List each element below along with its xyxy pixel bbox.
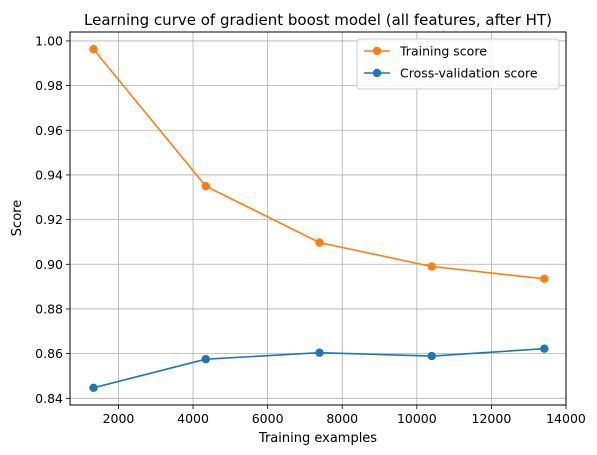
- legend-box: [356, 38, 560, 90]
- y-tick-label: 0.84: [35, 391, 63, 406]
- training-score-point: [89, 44, 98, 54]
- training-score-point: [315, 238, 324, 247]
- x-axis-label: Training examples: [258, 431, 377, 446]
- x-tick-label: 2000: [103, 411, 135, 426]
- training-score-point: [201, 181, 210, 191]
- legend-swatch-marker-cross-validation-score: [372, 68, 382, 78]
- y-tick-label: 0.88: [35, 301, 63, 316]
- y-tick-label: 0.98: [35, 78, 63, 93]
- training-score-point: [540, 274, 549, 284]
- y-tick-label: 0.90: [35, 257, 63, 272]
- legend-swatch-marker-training-score: [372, 46, 382, 56]
- y-tick-label: 0.94: [35, 167, 63, 182]
- x-tick-label: 10000: [397, 411, 437, 426]
- y-axis-ticks: 0.84 0.86 0.88 0.90 0.92 0.94 0.96 0.98 1.00: [35, 33, 70, 406]
- x-tick-label: 8000: [326, 411, 358, 426]
- x-tick-label: 14000: [546, 411, 586, 426]
- x-tick-label: 4000: [177, 411, 209, 426]
- x-tick-label: 6000: [252, 411, 284, 426]
- cross-validation-score-point: [315, 348, 324, 357]
- plot-frame: [69, 31, 567, 406]
- series-points: [89, 44, 549, 393]
- chart-title: Learning curve of gradient boost model (…: [84, 11, 552, 29]
- legend: Training score Cross-validation score: [356, 38, 560, 90]
- y-tick-label: 0.86: [35, 346, 63, 361]
- cross-validation-score-point: [201, 355, 210, 364]
- training-score-point: [427, 262, 436, 271]
- grid-lines: [70, 32, 567, 405]
- y-tick-label: 0.92: [35, 212, 63, 227]
- legend-label-training-score: Training score: [399, 44, 487, 59]
- cross-validation-score-point: [89, 383, 98, 393]
- legend-label-cross-validation-score: Cross-validation score: [400, 66, 538, 81]
- x-axis-ticks: 2000 4000 6000 8000 10000 12000 14000: [103, 405, 586, 426]
- x-tick-label: 12000: [472, 411, 512, 426]
- y-tick-label: 1.00: [35, 33, 63, 48]
- cross-validation-score-point: [427, 351, 436, 361]
- cross-validation-score-point: [540, 344, 549, 353]
- y-tick-label: 0.96: [35, 123, 63, 138]
- y-axis-label: Score: [10, 200, 25, 236]
